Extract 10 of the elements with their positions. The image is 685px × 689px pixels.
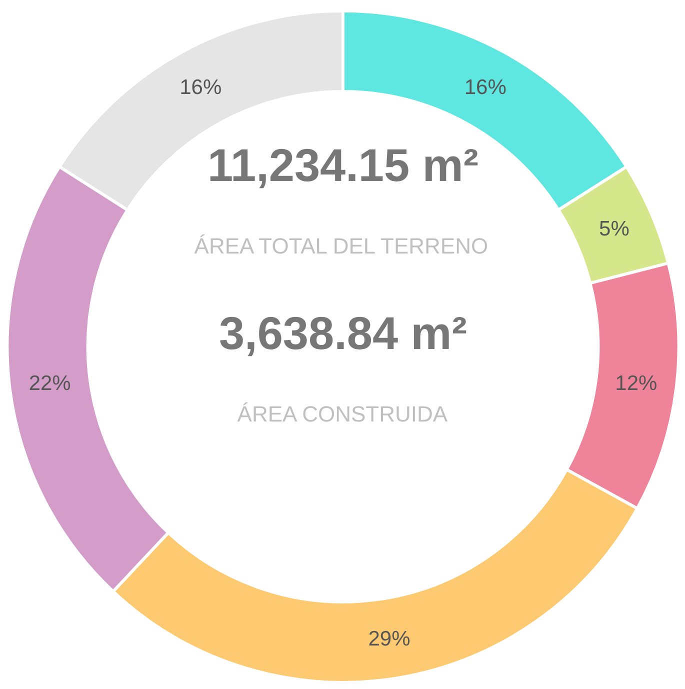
data-label: 22% xyxy=(28,372,71,396)
text: ÁREA CONSTRUIDA xyxy=(237,401,448,426)
text: 3,638.84 m² xyxy=(218,307,468,360)
text: ÁREA TOTAL DEL TERRENO xyxy=(194,233,488,258)
data-label: 12% xyxy=(615,372,658,396)
data-label: 16% xyxy=(180,76,222,99)
data-label: 29% xyxy=(368,627,410,650)
data-label: 16% xyxy=(464,76,506,99)
text: 11,234.15 m² xyxy=(207,139,479,192)
data-label: 5% xyxy=(599,218,630,241)
